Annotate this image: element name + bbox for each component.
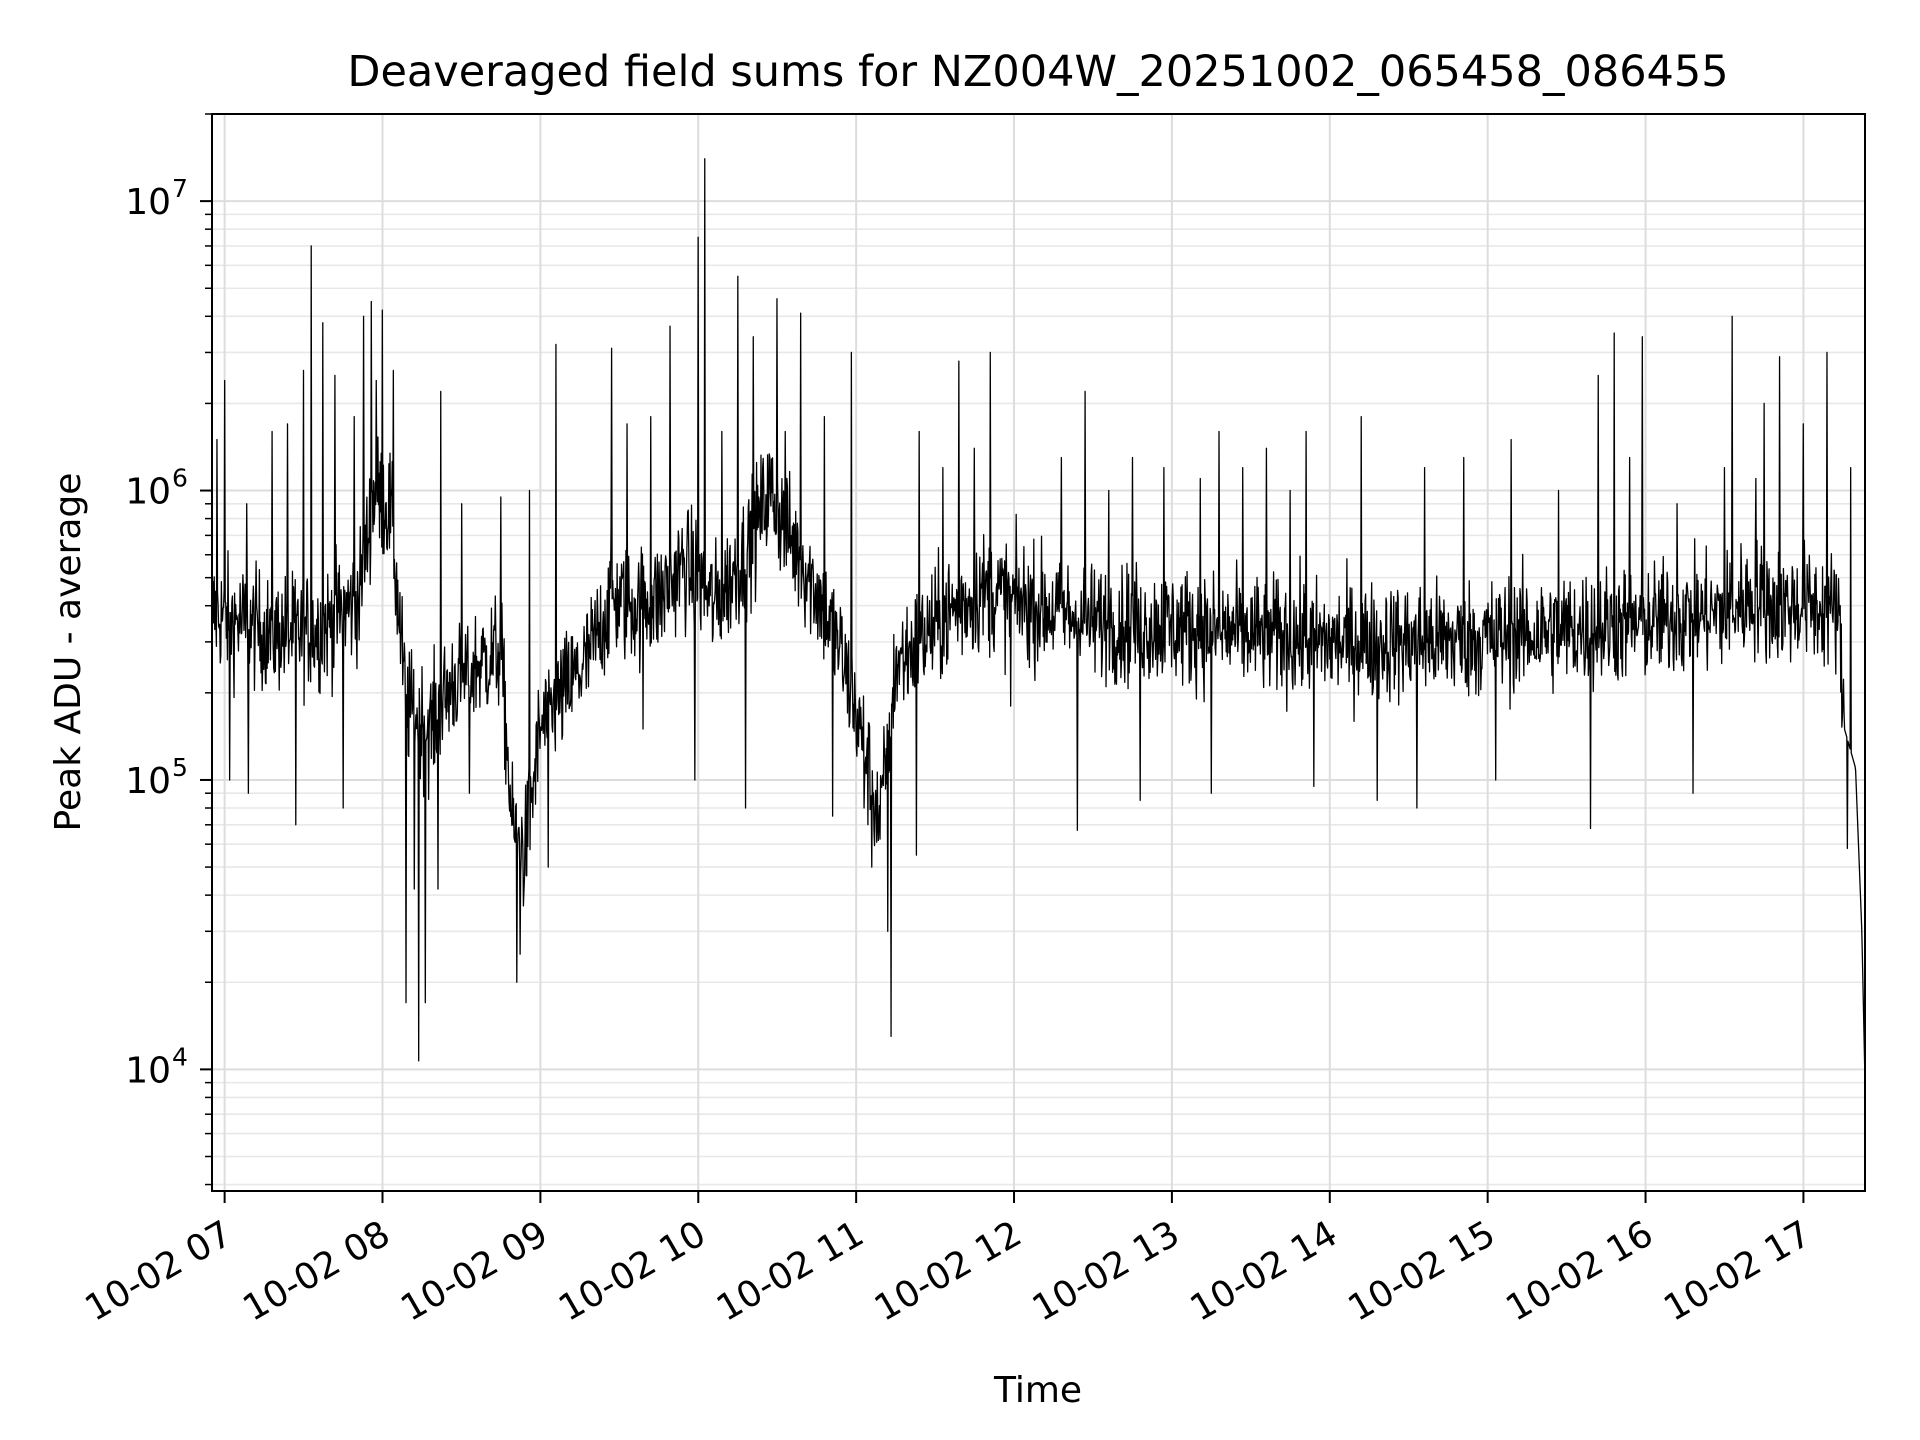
chart-title: Deaveraged field sums for NZ004W_2025100…: [347, 47, 1728, 97]
y-tick-exponent: 5: [172, 753, 188, 782]
y-axis-label: Peak ADU - average: [48, 473, 89, 832]
y-tick-label: 10: [125, 1050, 171, 1091]
y-tick-exponent: 7: [172, 174, 188, 203]
y-tick-label: 10: [125, 472, 171, 513]
series-line-field-sums: [211, 158, 1866, 1083]
plot-frame: [211, 113, 1866, 1192]
series-group: [211, 158, 1866, 1083]
y-tick-exponent: 4: [172, 1042, 188, 1071]
y-tick-label: 10: [125, 182, 171, 223]
x-axis-label: Time: [993, 1370, 1082, 1411]
y-tick-label: 10: [125, 761, 171, 802]
y-tick-exponent: 6: [172, 464, 188, 493]
minor-grid: [212, 113, 1865, 1186]
